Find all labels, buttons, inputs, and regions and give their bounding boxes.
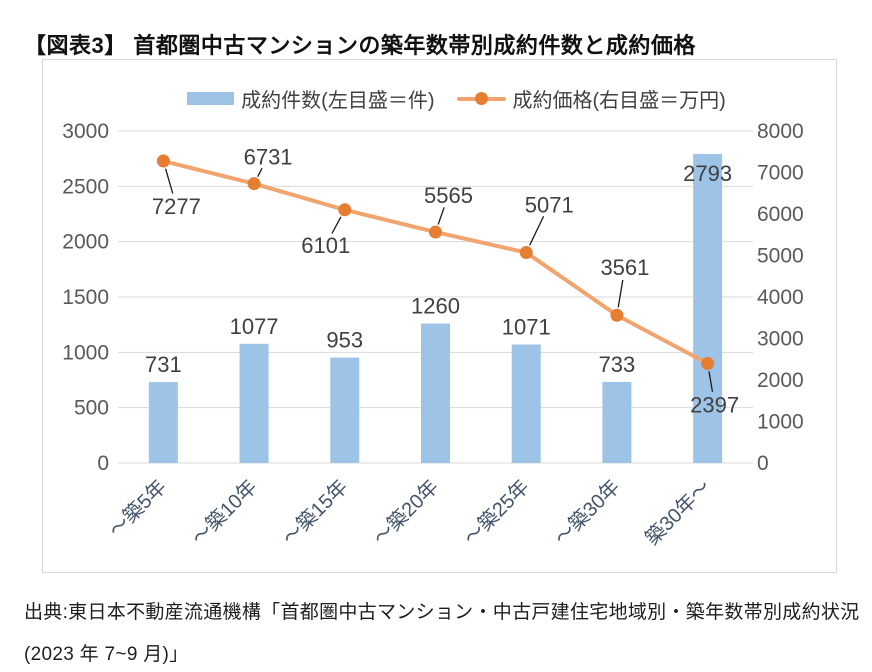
- price-value-label: 6731: [244, 145, 293, 170]
- source-line-1: 出典:東日本不動産流通機構「首都圏中古マンション・中古戸建住宅地域別・築年数帯別…: [24, 602, 860, 623]
- price-point-marker: [156, 154, 170, 168]
- label-leader-line: [437, 207, 445, 225]
- price-value-label: 7277: [152, 194, 201, 219]
- price-value-label: 5565: [424, 183, 473, 208]
- right-axis-tick-label: 3000: [757, 328, 804, 351]
- bar-count: [239, 343, 269, 463]
- chart-panel: 731 1077 953 1260 1071 733 2793 7277 6731 6101 556…: [42, 59, 837, 573]
- bar-value-label: 1077: [230, 314, 279, 339]
- right-axis-tick-label: 4000: [757, 286, 804, 309]
- category-label: ～築5年: [104, 475, 171, 542]
- price-point-marker: [338, 203, 352, 217]
- price-value-label: 5071: [525, 193, 574, 218]
- left-axis-tick-label: 1000: [62, 341, 109, 364]
- right-axis-tick-label: 0: [757, 452, 769, 475]
- bar-count: [511, 344, 541, 463]
- source-line-2: (2023 年 7~9 月)」: [24, 644, 189, 665]
- bar-count: [693, 153, 723, 463]
- right-axis-tick-label: 5000: [757, 245, 804, 268]
- right-axis-tick-label: 6000: [757, 203, 804, 226]
- price-value-label: 6101: [301, 233, 350, 258]
- bar-count: [148, 382, 178, 463]
- price-point-marker: [610, 308, 624, 322]
- price-value-label: 3561: [600, 255, 649, 280]
- right-axis-tick-label: 7000: [757, 162, 804, 185]
- label-leader-line: [529, 215, 545, 246]
- bar-value-label: 733: [599, 352, 636, 377]
- category-label: ～築20年: [369, 475, 443, 549]
- category-label: ～築25年: [459, 475, 533, 549]
- combo-chart: 731 1077 953 1260 1071 733 2793 7277 6731 6101 556…: [62, 120, 804, 550]
- category-label: 築30年～: [641, 475, 715, 549]
- right-axis-tick-label: 1000: [757, 411, 804, 434]
- left-axis-tick-label: 3000: [62, 120, 109, 143]
- label-leader-line: [708, 371, 714, 392]
- category-label: ～築10年: [187, 475, 261, 549]
- left-axis-tick-label: 2500: [62, 175, 109, 198]
- label-leader-line: [257, 167, 263, 177]
- category-label: ～築30年: [550, 475, 624, 549]
- bar-value-label: 2793: [683, 161, 732, 186]
- left-axis-tick-label: 500: [74, 397, 109, 420]
- label-leader-line: [617, 279, 624, 308]
- bar-value-label: 953: [326, 328, 363, 353]
- bar-count: [330, 357, 360, 463]
- price-point-marker: [429, 225, 442, 239]
- source-citation: 出典:東日本不動産流通機構「首都圏中古マンション・中古戸建住宅地域別・築年数帯別…: [24, 597, 860, 666]
- price-point-marker: [701, 357, 715, 371]
- label-leader-line: [331, 216, 342, 234]
- bar-value-label: 1071: [502, 314, 551, 339]
- label-leader-line: [164, 168, 174, 194]
- bar-count: [421, 323, 450, 463]
- bar-value-label: 1260: [411, 294, 460, 319]
- right-axis-tick-label: 8000: [757, 120, 804, 143]
- page-title: 【図表3】 首都圏中古マンションの築年数帯別成約件数と成約価格: [24, 33, 696, 58]
- left-axis-tick-label: 0: [97, 452, 109, 475]
- left-axis-tick-label: 1500: [62, 286, 109, 309]
- right-axis-tick-label: 2000: [757, 369, 804, 392]
- category-label: ～築15年: [278, 475, 352, 549]
- price-value-label: 2397: [690, 393, 739, 418]
- price-point-marker: [519, 246, 533, 260]
- bar-value-label: 731: [145, 352, 182, 377]
- left-axis-tick-label: 2000: [62, 231, 109, 254]
- bar-count: [602, 381, 632, 463]
- price-point-marker: [247, 177, 261, 191]
